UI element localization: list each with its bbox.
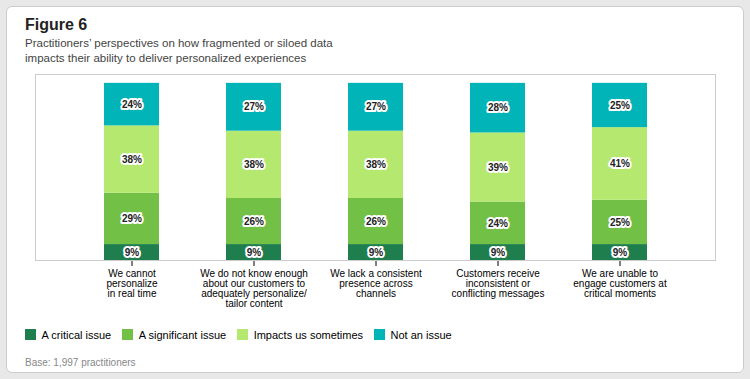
svg-text:27%: 27% bbox=[366, 101, 386, 112]
html-text:Base: 1,997 practitioners: Base: 1,997 practitioners bbox=[25, 356, 136, 368]
svg-text:We do not know enoughabout our: We do not know enoughabout our customers… bbox=[200, 268, 308, 309]
svg-text:9%: 9% bbox=[491, 247, 506, 258]
svg-text:24%: 24% bbox=[122, 99, 142, 110]
svg-text:We are unable toengage custome: We are unable toengage customers atcriti… bbox=[573, 268, 667, 299]
svg-text:27%: 27% bbox=[244, 101, 264, 112]
svg-text:9%: 9% bbox=[613, 247, 628, 258]
svg-text:25%: 25% bbox=[610, 100, 630, 111]
html-text:Figure 6: Figure 6 bbox=[25, 16, 88, 33]
svg-text:26%: 26% bbox=[244, 216, 264, 227]
html-text:A significant issue: A significant issue bbox=[138, 328, 227, 341]
svg-text:9%: 9% bbox=[125, 247, 140, 258]
svg-text:25%: 25% bbox=[610, 217, 630, 228]
html-text:A critical issue: A critical issue bbox=[41, 328, 112, 341]
svg-text:38%: 38% bbox=[366, 159, 386, 170]
svg-text:38%: 38% bbox=[122, 154, 142, 165]
svg-text:28%: 28% bbox=[488, 102, 508, 113]
svg-text:29%: 29% bbox=[122, 213, 142, 224]
svg-text:38%: 38% bbox=[244, 159, 264, 170]
html-text:Impacts us sometimes: Impacts us sometimes bbox=[253, 328, 364, 341]
svg-text:26%: 26% bbox=[366, 216, 386, 227]
svg-text:39%: 39% bbox=[488, 162, 508, 173]
svg-text:Customers receiveinconsistent: Customers receiveinconsistent orconflict… bbox=[452, 268, 545, 299]
html-text:Practitioners’ perspectives on: Practitioners’ perspectives on how fragm… bbox=[25, 37, 333, 64]
svg-text:41%: 41% bbox=[610, 158, 630, 169]
svg-text:9%: 9% bbox=[369, 247, 384, 258]
svg-text:We cannotpersonalizein real ti: We cannotpersonalizein real time bbox=[106, 268, 158, 299]
svg-text:9%: 9% bbox=[247, 247, 262, 258]
html-text:Not an issue: Not an issue bbox=[390, 328, 452, 341]
svg-text:24%: 24% bbox=[488, 218, 508, 229]
svg-text:We lack a consistentpresence a: We lack a consistentpresence acrosschann… bbox=[330, 268, 422, 299]
